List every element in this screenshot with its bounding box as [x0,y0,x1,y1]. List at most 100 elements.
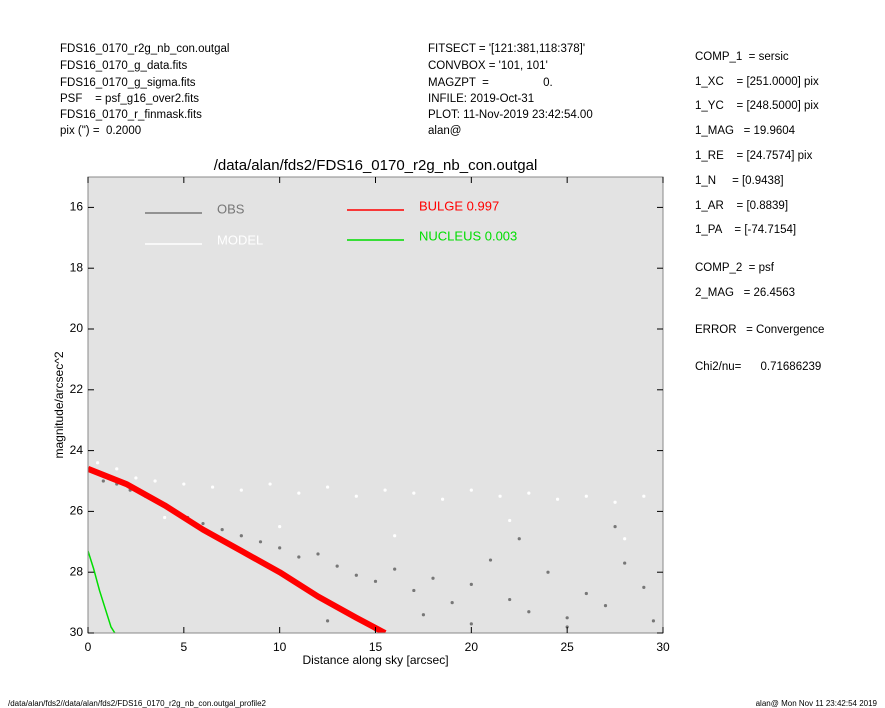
profile-line [88,466,387,633]
data-point [603,604,608,608]
x-tick-label: 25 [560,640,574,654]
data-point [546,570,550,574]
footer-left: /data/alan/fds2//data/alan/fds2/FDS16_01… [8,699,267,708]
data-point [527,491,531,495]
data-point [584,591,588,596]
header-line: 2_MAG = 26.4563 [695,287,796,299]
footer-right: alan@ Mon Nov 11 23:42:54 2019 [756,699,878,708]
y-tick-label: 28 [70,564,84,578]
data-point [393,567,397,571]
data-point [412,491,416,495]
header-line: 1_XC = [251.0000] pix [695,76,819,88]
header-line: pix (") = 0.2000 [60,125,142,137]
header-line: 1_AR = [0.8839] [695,200,789,212]
data-point [354,573,358,577]
data-point [613,525,617,529]
chart-title: /data/alan/fds2/FDS16_0170_r2g_nb_con.ou… [214,157,538,174]
data-point [239,534,243,538]
data-point [393,534,397,538]
header-line: COMP_2 = psf [695,262,774,274]
data-point [182,482,186,486]
y-tick-label: 16 [70,200,84,214]
data-point [508,518,512,523]
header-line: 1_N = [0.9438] [695,175,784,187]
data-point [508,597,512,602]
y-axis-label: magnitude/arcsec^2 [52,351,66,458]
y-tick-label: 26 [70,504,84,518]
data-point [412,588,416,593]
data-layer [88,461,656,633]
y-tick-label: 24 [70,443,84,457]
header-line: FDS16_0170_r2g_nb_con.outgal [60,43,230,55]
data-point [421,613,426,617]
x-tick-label: 30 [656,640,670,654]
data-point [642,585,646,590]
data-point [517,537,521,541]
data-point [469,488,473,492]
data-point [325,485,330,489]
data-point [565,625,569,629]
data-point [210,485,215,489]
header-line: ERROR = Convergence [695,324,825,336]
data-point [101,479,105,483]
data-point [469,622,473,626]
x-axis-label: Distance along sky [arcsec] [302,653,448,667]
data-point [134,476,138,480]
data-point [278,525,282,529]
data-point [498,494,502,498]
data-point [239,488,243,492]
data-point [201,521,205,526]
x-tick-label: 15 [369,640,383,654]
y-tick-label: 30 [70,625,84,639]
legend-label: OBS [217,201,245,216]
legend-label: BULGE 0.997 [419,198,499,213]
profile-line [88,550,116,633]
data-point [565,616,569,620]
header-line: 1_RE = [24.7574] pix [695,150,813,162]
data-point [469,582,473,586]
header-line: CONVBOX = '101, 101' [428,60,548,72]
data-point [163,515,167,520]
data-point [297,491,301,495]
header-line: alan@ [428,125,462,137]
data-point [488,558,493,562]
header-line: PLOT: 11-Nov-2019 23:42:54.00 [428,109,593,121]
legend-label: MODEL [217,232,263,247]
data-point [651,619,656,623]
header-line: Chi2/nu= 0.71686239 [695,361,822,373]
data-point [115,467,119,471]
data-point [258,540,263,544]
data-point [297,555,301,559]
data-point [278,546,282,550]
header-line: COMP_1 = sersic [695,51,789,63]
data-point [440,497,445,501]
header-line: 1_PA = [-74.7154] [695,224,797,236]
x-tick-label: 10 [273,640,287,654]
data-point [383,488,387,492]
data-point [268,482,272,486]
data-point [325,619,330,623]
header-line: FDS16_0170_g_sigma.fits [60,77,196,89]
x-tick-label: 5 [180,640,187,654]
data-point [354,494,358,498]
header-line: 1_MAG = 19.9604 [695,125,796,137]
plot-area [88,177,663,633]
header-line: MAGZPT = 0. [428,77,553,89]
data-point [527,610,531,614]
data-point [316,552,320,556]
data-point [623,561,627,565]
y-tick-label: 18 [70,260,84,274]
x-tick-label: 0 [85,640,92,654]
data-point [220,528,224,532]
header-line: 1_YC = [248.5000] pix [695,100,819,112]
header-line: FITSECT = '[121:381,118:378]' [428,43,586,55]
y-tick-label: 22 [70,382,84,396]
data-point [623,537,627,541]
data-point [431,576,435,580]
data-point [153,479,157,483]
data-point [642,494,646,498]
data-point [373,579,378,583]
data-point [584,494,588,498]
